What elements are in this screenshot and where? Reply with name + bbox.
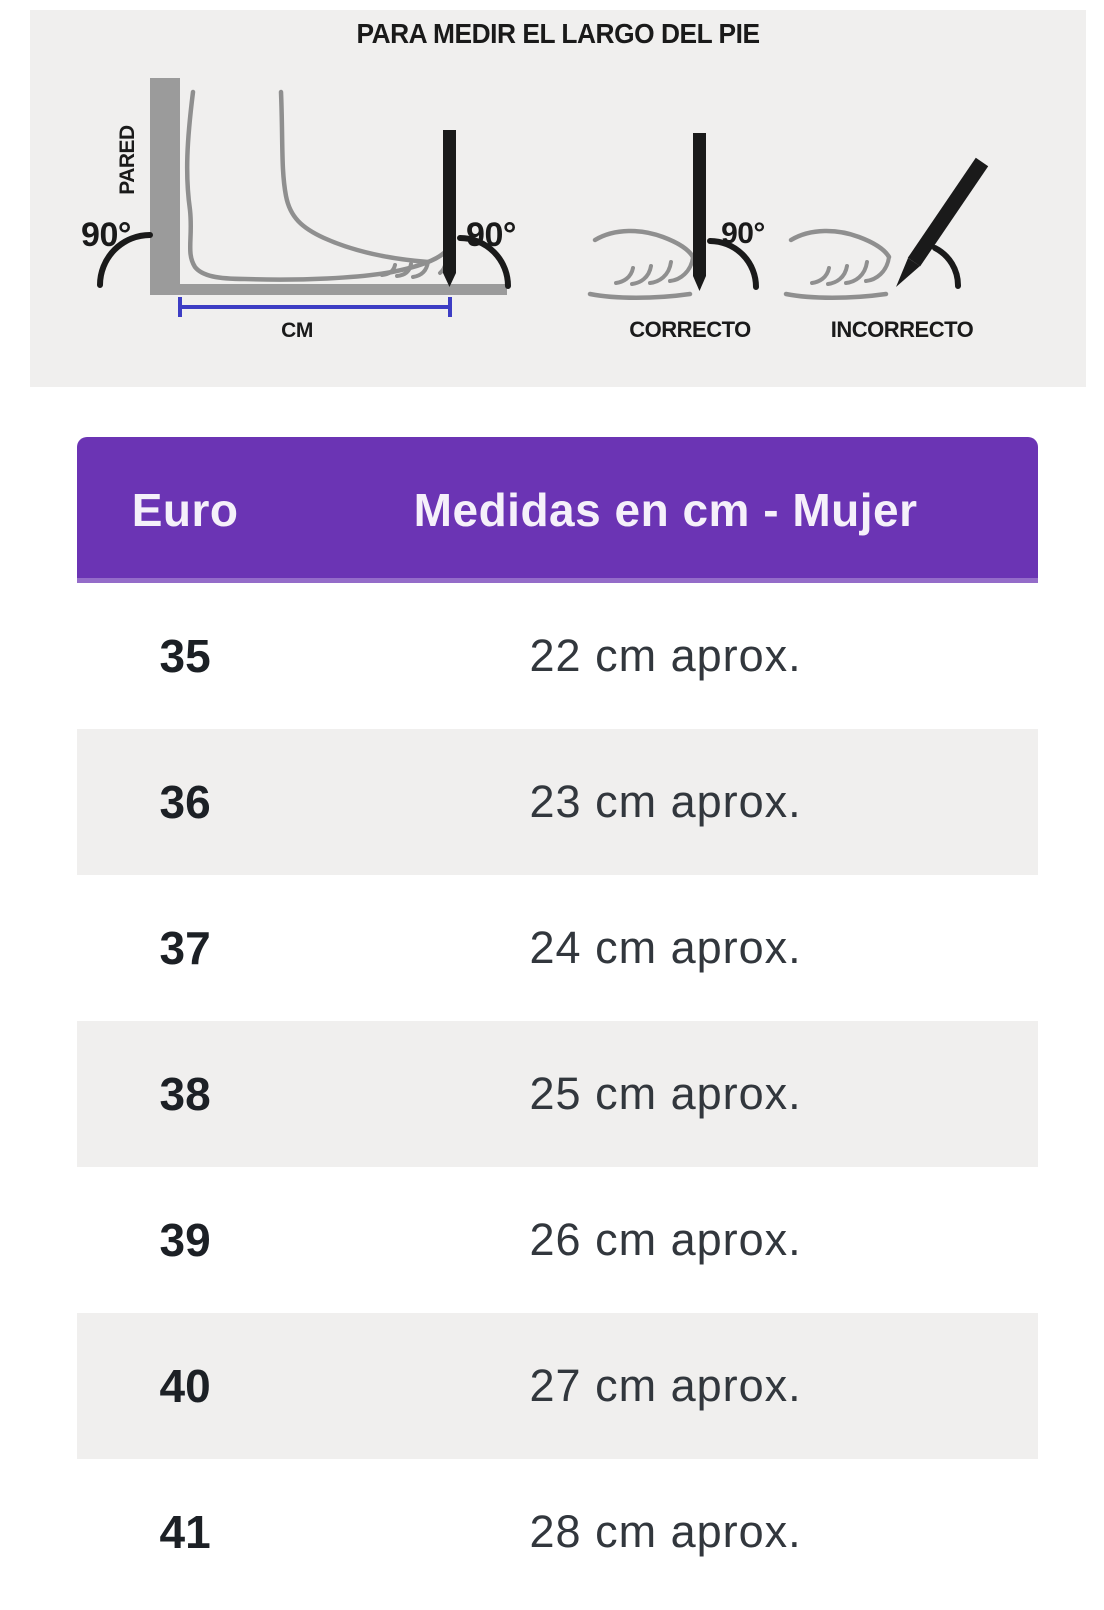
correct-angle-label: 90° [721, 217, 765, 250]
correct-angle-arc [707, 238, 759, 290]
cm-label: CM [281, 319, 313, 342]
floor-shape [150, 284, 507, 295]
table-row: 40 27 cm aprox. [77, 1313, 1038, 1459]
size-table: Euro Medidas en cm - Mujer 35 22 cm apro… [77, 437, 1038, 1605]
diagram-title: PARA MEDIR EL LARGO DEL PIE [356, 18, 760, 49]
euro-cell: 37 [159, 922, 211, 974]
table-header: Euro Medidas en cm - Mujer [77, 437, 1038, 583]
correct-hand-outline [590, 231, 693, 298]
euro-cell: 36 [159, 776, 211, 828]
measure-cell: 28 cm aprox. [529, 1506, 802, 1557]
header-euro: Euro [131, 484, 239, 536]
correct-label: CORRECTO [629, 317, 751, 342]
measure-cell: 25 cm aprox. [529, 1068, 802, 1119]
table-row: 35 22 cm aprox. [77, 583, 1038, 729]
measure-cell: 23 cm aprox. [529, 776, 802, 827]
incorrect-label: INCORRECTO [831, 317, 974, 342]
incorrect-hand-outline [786, 231, 889, 298]
table-row: 38 25 cm aprox. [77, 1021, 1038, 1167]
measure-cell: 26 cm aprox. [529, 1214, 802, 1265]
incorrect-pencil-icon [896, 157, 989, 287]
incorrect-angle-arc [932, 245, 962, 289]
euro-cell: 35 [159, 630, 211, 682]
euro-cell: 38 [159, 1068, 211, 1120]
header-medidas: Medidas en cm - Mujer [413, 484, 918, 536]
pencil-icon [443, 130, 456, 287]
euro-cell: 40 [159, 1360, 211, 1412]
cm-measure-line [178, 297, 452, 317]
angle-right-arc [457, 235, 511, 289]
euro-cell: 41 [159, 1506, 211, 1558]
table-row: 36 23 cm aprox. [77, 729, 1038, 875]
measure-cell: 22 cm aprox. [529, 630, 802, 681]
table-row: 37 24 cm aprox. [77, 875, 1038, 1021]
foot-outline [184, 89, 448, 282]
table-row: 39 26 cm aprox. [77, 1167, 1038, 1313]
table-body: 35 22 cm aprox. 36 23 cm aprox. 37 24 cm… [77, 583, 1038, 1605]
correct-pencil-icon [693, 133, 706, 291]
measure-cell: 27 cm aprox. [529, 1360, 802, 1411]
table-row: 41 28 cm aprox. [77, 1459, 1038, 1605]
wall-shape [150, 78, 180, 294]
angle-left-arc [97, 232, 153, 288]
measure-cell: 24 cm aprox. [529, 922, 802, 973]
angle-left-label: 90° [81, 216, 131, 254]
foot-measuring-diagram: PARED 90° 90° CM 90° CORRECTO [81, 78, 989, 342]
measuring-instructions-panel: PARA MEDIR EL LARGO DEL PIE PARED 90° [30, 10, 1086, 387]
euro-cell: 39 [159, 1214, 211, 1266]
wall-label: PARED [116, 125, 139, 195]
